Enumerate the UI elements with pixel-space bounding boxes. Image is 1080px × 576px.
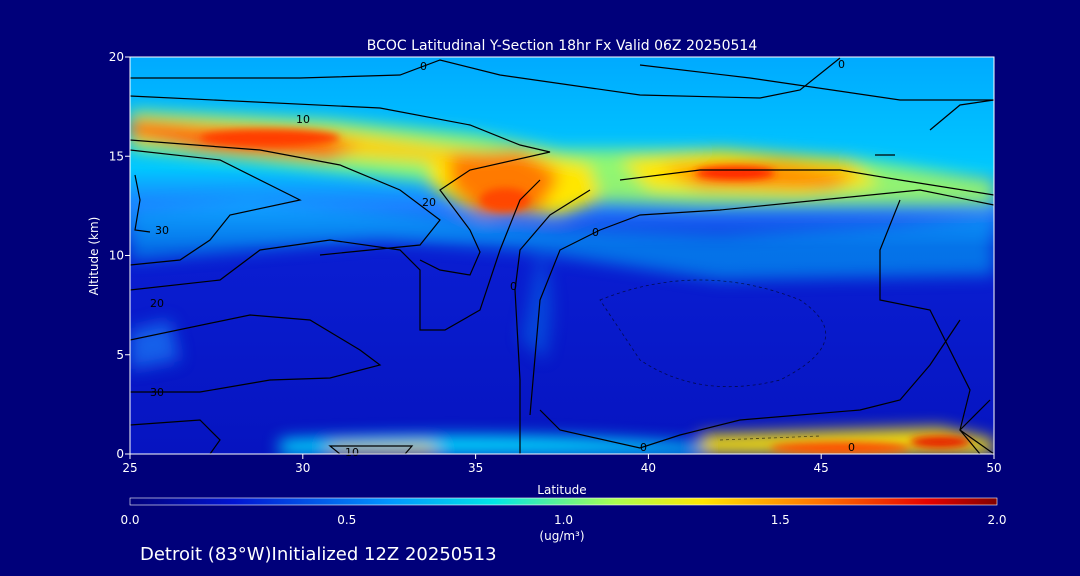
y-tick-label: 0 xyxy=(116,447,124,461)
contour-lines xyxy=(130,57,994,454)
colorbar-tick-label: 1.5 xyxy=(771,513,790,527)
chart-title: BCOC Latitudinal Y-Section 18hr Fx Valid… xyxy=(367,38,758,54)
x-tick-label: 40 xyxy=(641,461,656,475)
x-tick-label: 30 xyxy=(295,461,310,475)
x-tick-label: 25 xyxy=(122,461,137,475)
contour-label: 0 xyxy=(510,280,517,293)
heatmap-field xyxy=(130,57,994,454)
colorbar xyxy=(129,497,998,506)
footer-caption: Detroit (83°W)Initialized 12Z 20250513 xyxy=(140,544,497,565)
contour-label: 20 xyxy=(150,297,164,310)
contour-label: 30 xyxy=(155,224,169,237)
y-axis: 0 5 10 15 20 xyxy=(109,50,130,461)
contour-label: 0 xyxy=(592,226,599,239)
contour-label: 10 xyxy=(296,113,310,126)
colorbar-unit: (ug/m³) xyxy=(539,529,584,543)
colorbar-ticks: 0.0 0.5 1.0 1.5 2.0 xyxy=(120,513,1006,527)
y-tick-label: 5 xyxy=(116,348,124,362)
y-tick-label: 15 xyxy=(109,149,124,163)
contour-label: 20 xyxy=(422,196,436,209)
y-tick-label: 10 xyxy=(109,249,124,263)
contour-label: 30 xyxy=(150,386,164,399)
x-tick-label: 45 xyxy=(814,461,829,475)
colorbar-tick-label: 0.5 xyxy=(337,513,356,527)
contour-label: 0 xyxy=(848,441,855,454)
colorbar-tick-label: 2.0 xyxy=(987,513,1006,527)
contour-label: 10 xyxy=(345,446,359,459)
contour-labels: 0 0 10 20 30 20 30 0 0 10 0 0 xyxy=(150,58,855,459)
contour-label: 0 xyxy=(420,60,427,73)
contour-label: 0 xyxy=(640,441,647,454)
x-axis: 25 30 35 40 45 50 xyxy=(122,454,1002,475)
colorbar-tick-label: 0.0 xyxy=(120,513,139,527)
colorbar-tick-label: 1.0 xyxy=(554,513,573,527)
x-tick-label: 50 xyxy=(986,461,1001,475)
y-tick-label: 20 xyxy=(109,50,124,64)
contour-label: 0 xyxy=(838,58,845,71)
x-tick-label: 35 xyxy=(468,461,483,475)
y-axis-label: Altitude (km) xyxy=(87,217,101,296)
contour-lines-dashed xyxy=(599,279,827,441)
x-axis-label: Latitude xyxy=(537,483,586,497)
